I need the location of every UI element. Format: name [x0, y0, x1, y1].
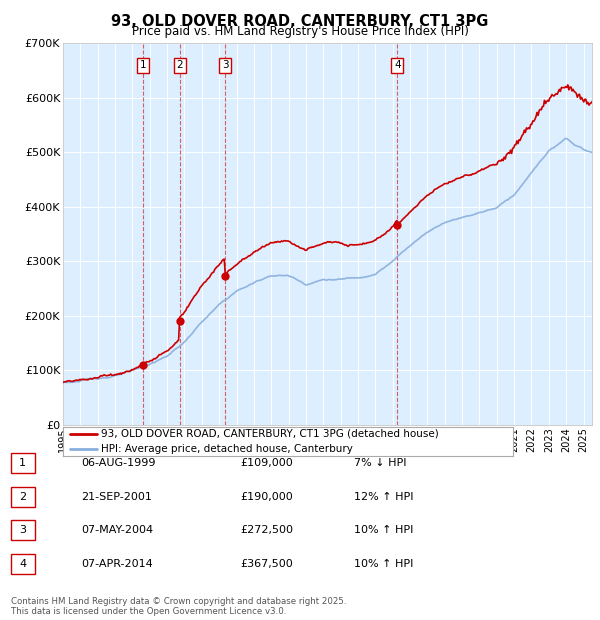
Text: Price paid vs. HM Land Registry's House Price Index (HPI): Price paid vs. HM Land Registry's House … — [131, 25, 469, 38]
Text: 4: 4 — [19, 559, 26, 569]
Text: 2: 2 — [176, 60, 183, 70]
Text: 10% ↑ HPI: 10% ↑ HPI — [354, 559, 413, 569]
Text: 21-SEP-2001: 21-SEP-2001 — [81, 492, 152, 502]
Text: 3: 3 — [19, 525, 26, 535]
Text: 07-MAY-2004: 07-MAY-2004 — [81, 525, 153, 535]
Text: Contains HM Land Registry data © Crown copyright and database right 2025.
This d: Contains HM Land Registry data © Crown c… — [11, 597, 346, 616]
Text: HPI: Average price, detached house, Canterbury: HPI: Average price, detached house, Cant… — [101, 445, 353, 454]
Text: £109,000: £109,000 — [240, 458, 293, 468]
Text: 2: 2 — [19, 492, 26, 502]
Text: 07-APR-2014: 07-APR-2014 — [81, 559, 153, 569]
Text: 12% ↑ HPI: 12% ↑ HPI — [354, 492, 413, 502]
Text: 1: 1 — [19, 458, 26, 468]
Text: 10% ↑ HPI: 10% ↑ HPI — [354, 525, 413, 535]
Text: 4: 4 — [394, 60, 401, 70]
Text: £190,000: £190,000 — [240, 492, 293, 502]
Text: 3: 3 — [222, 60, 229, 70]
Text: 93, OLD DOVER ROAD, CANTERBURY, CT1 3PG: 93, OLD DOVER ROAD, CANTERBURY, CT1 3PG — [112, 14, 488, 29]
Text: 1: 1 — [139, 60, 146, 70]
Text: 7% ↓ HPI: 7% ↓ HPI — [354, 458, 407, 468]
Text: £367,500: £367,500 — [240, 559, 293, 569]
Text: 93, OLD DOVER ROAD, CANTERBURY, CT1 3PG (detached house): 93, OLD DOVER ROAD, CANTERBURY, CT1 3PG … — [101, 429, 439, 439]
Text: £272,500: £272,500 — [240, 525, 293, 535]
Text: 06-AUG-1999: 06-AUG-1999 — [81, 458, 155, 468]
